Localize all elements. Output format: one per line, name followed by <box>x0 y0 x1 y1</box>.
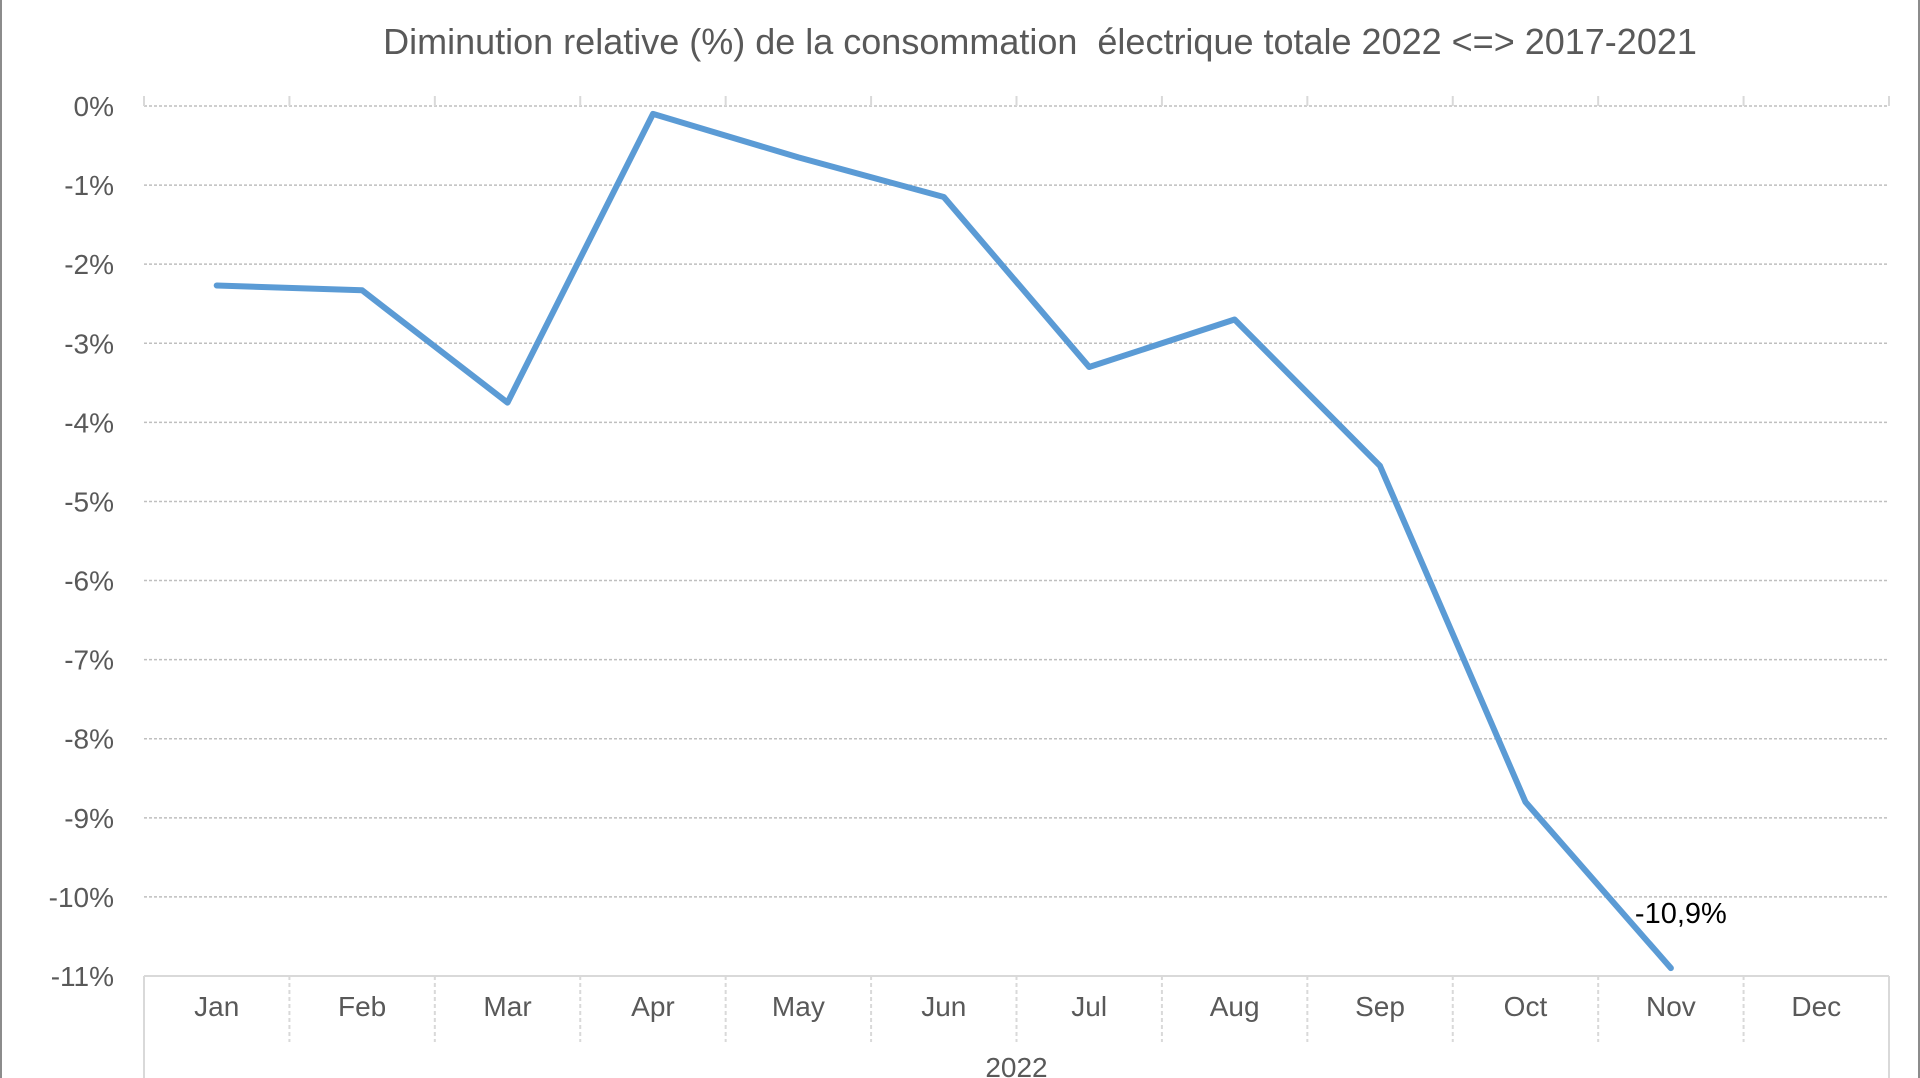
x-tick-label: May <box>772 991 825 1022</box>
x-tick-label: Apr <box>631 991 675 1022</box>
x-tick-label: Oct <box>1504 991 1548 1022</box>
y-tick-label: -8% <box>64 724 114 755</box>
x-tick-label: Nov <box>1646 991 1696 1022</box>
data-label: -10,9% <box>1635 898 1727 930</box>
x-tick-label: Sep <box>1355 991 1405 1022</box>
y-tick-label: -1% <box>64 170 114 201</box>
x-tick-label: Feb <box>338 991 386 1022</box>
x-tick-label: Mar <box>483 991 531 1022</box>
x-tick-label: Jan <box>194 991 239 1022</box>
series-line <box>213 110 1674 972</box>
y-tick-label: -5% <box>64 486 114 517</box>
y-tick-label: -3% <box>64 328 114 359</box>
y-tick-label: -2% <box>64 249 114 280</box>
series-layer <box>213 110 1674 972</box>
y-tick-label: 0% <box>74 91 114 122</box>
y-tick-label: -7% <box>64 645 114 676</box>
y-tick-label: -4% <box>64 407 114 438</box>
x-tick-label: Aug <box>1210 991 1260 1022</box>
y-axis: 0% -1% -2% -3% -4% -5% -6% -7% -8% -9% -10% -11% <box>49 91 114 992</box>
data-labels: -10,9% <box>1635 898 1727 930</box>
x-axis: Jan Feb Mar Apr May Jun Jul Aug Sep Oct Nov Dec 2022 <box>143 975 1890 1078</box>
y-tick-label: -6% <box>64 566 114 597</box>
y-tick-label: -9% <box>64 803 114 834</box>
y-tick-label: -11% <box>51 961 114 992</box>
x-group-label: 2022 <box>985 1052 1047 1078</box>
gridlines <box>143 96 1890 898</box>
x-tick-label: Jul <box>1071 991 1107 1022</box>
y-tick-label: -10% <box>49 882 114 913</box>
x-tick-label: Dec <box>1791 991 1841 1022</box>
x-tick-label: Jun <box>921 991 966 1022</box>
chart-title: Diminution relative (%) de la consommati… <box>383 21 1697 62</box>
